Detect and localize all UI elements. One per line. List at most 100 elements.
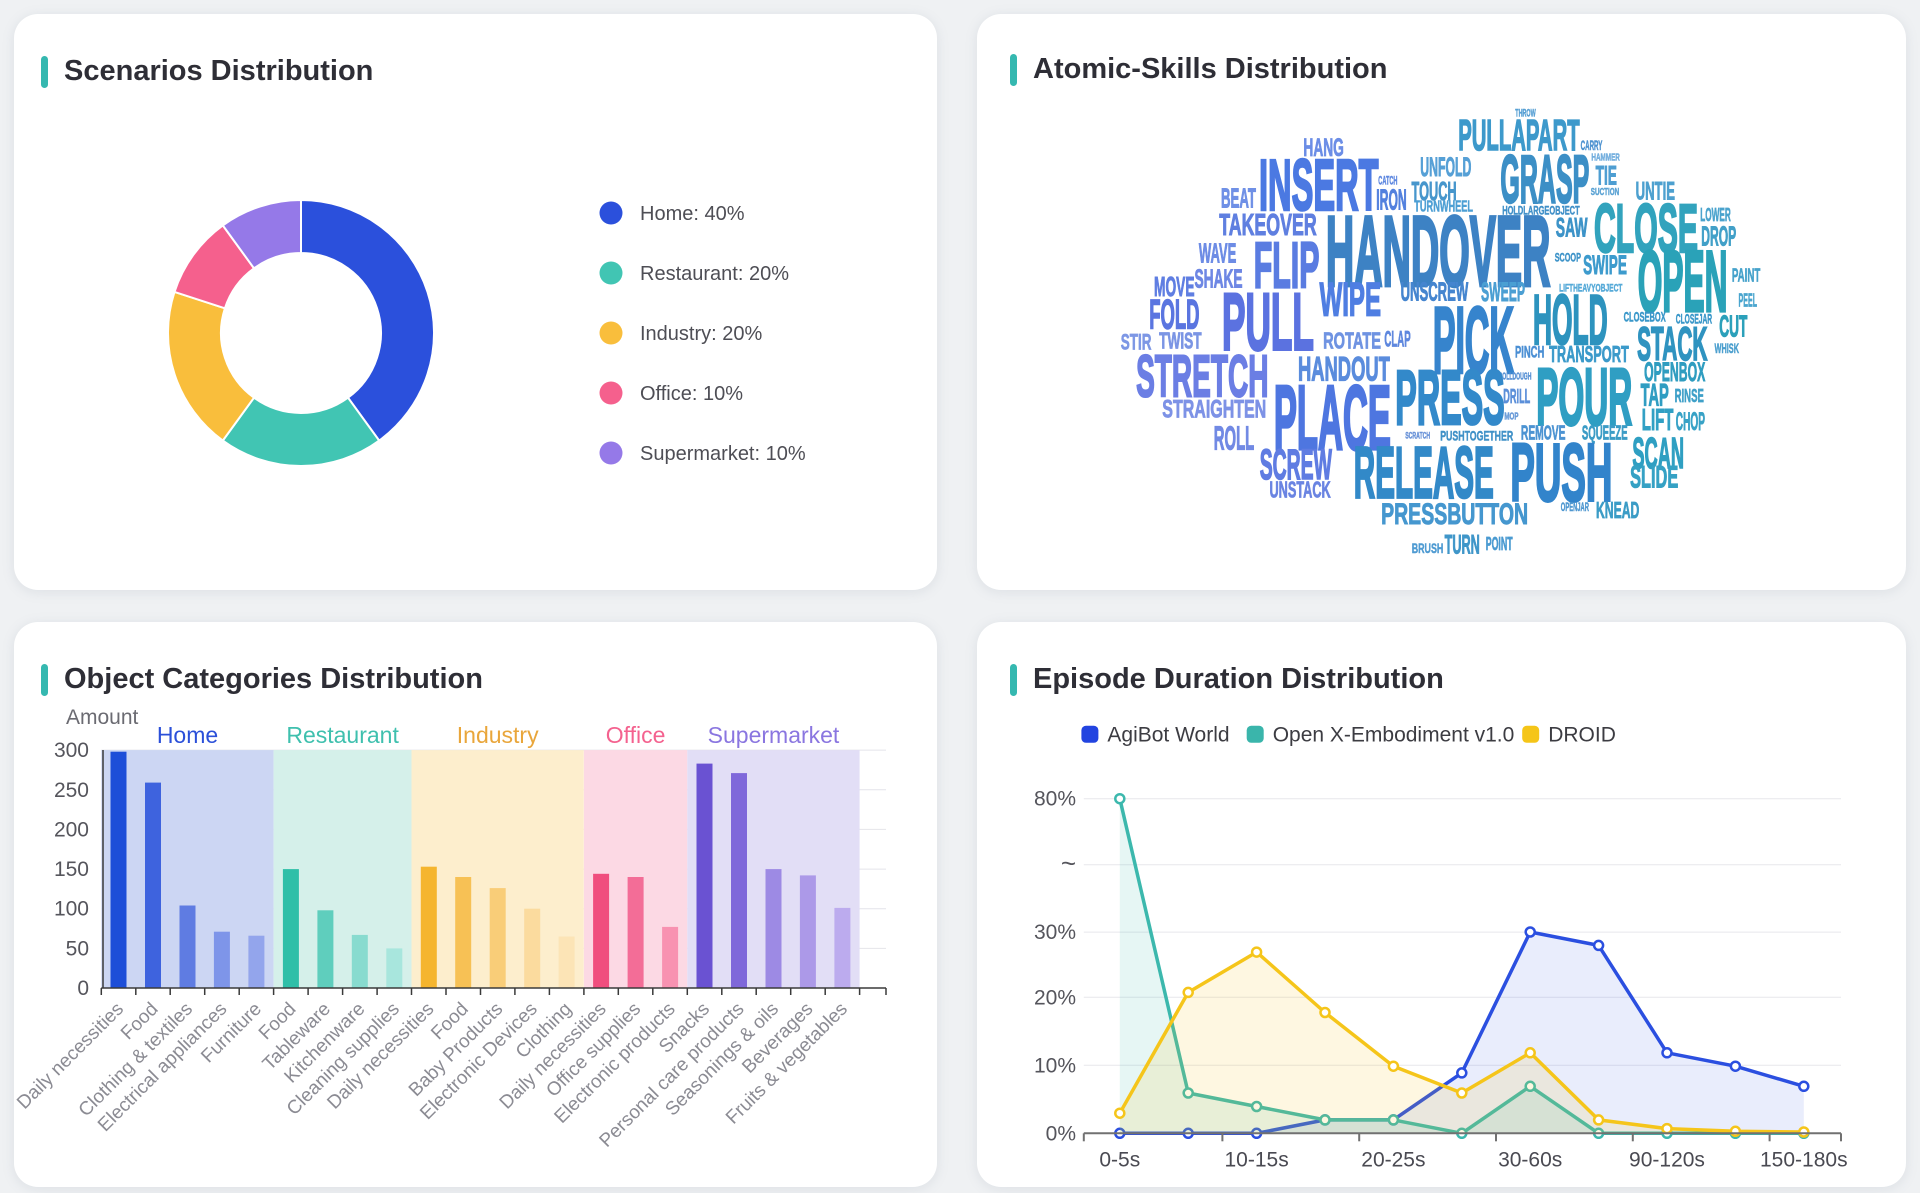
svg-text:FOLD: FOLD [1149,291,1199,338]
svg-text:250: 250 [54,779,89,802]
svg-text:HANDOVER: HANDOVER [1326,196,1551,306]
svg-text:TURNWHEEL: TURNWHEEL [1414,197,1473,215]
svg-text:300: 300 [54,739,89,762]
svg-text:0: 0 [77,977,89,1000]
svg-text:150-180s: 150-180s [1760,1148,1848,1171]
svg-text:GRASP: GRASP [1500,142,1589,218]
svg-text:CLOSE: CLOSE [1594,191,1698,267]
svg-text:OPENJAR: OPENJAR [1561,501,1589,514]
svg-text:UNFOLD: UNFOLD [1420,153,1471,183]
svg-text:CUT: CUT [1719,309,1748,342]
svg-text:INSERT: INSERT [1259,144,1379,225]
svg-text:WHISK: WHISK [1715,342,1740,357]
svg-text:SUCTION: SUCTION [1591,185,1619,197]
svg-text:AgiBot World: AgiBot World [1107,724,1229,747]
svg-text:TAP: TAP [1641,379,1669,414]
svg-text:Home: Home [157,722,218,748]
svg-text:TAKEOVER: TAKEOVER [1219,208,1316,242]
svg-text:STACK: STACK [1637,317,1707,370]
svg-text:PUSHTOGETHER: PUSHTOGETHER [1440,428,1513,444]
svg-text:PEEL: PEEL [1739,289,1758,310]
svg-text:PRESS: PRESS [1395,356,1504,441]
svg-text:MOVE: MOVE [1154,271,1195,303]
svg-text:Home: 40%: Home: 40% [640,203,745,225]
svg-text:TWIST: TWIST [1159,329,1202,355]
svg-text:50: 50 [66,937,89,960]
svg-text:Office: 10%: Office: 10% [640,383,743,405]
svg-text:KNEAD: KNEAD [1596,497,1639,523]
svg-text:ROLL: ROLL [1214,421,1254,457]
svg-text:SQUEEZE: SQUEEZE [1582,423,1628,445]
svg-text:10%: 10% [1034,1054,1076,1077]
svg-text:PULLAPART: PULLAPART [1458,111,1580,160]
svg-text:CARRY: CARRY [1581,140,1603,154]
svg-text:90-120s: 90-120s [1629,1148,1705,1171]
svg-text:200: 200 [54,818,89,841]
svg-text:PUSH: PUSH [1510,427,1612,519]
svg-text:STIR: STIR [1121,330,1152,354]
svg-text:POINT: POINT [1486,535,1513,555]
svg-text:POUR: POUR [1536,352,1632,442]
svg-text:STRETCH: STRETCH [1136,343,1268,409]
svg-text:100: 100 [54,898,89,921]
svg-text:20%: 20% [1034,986,1076,1009]
svg-text:MOP: MOP [1504,410,1518,422]
svg-text:DRILL: DRILL [1503,386,1530,408]
svg-text:STRAIGHTEN: STRAIGHTEN [1162,396,1266,423]
svg-text:WAVE: WAVE [1199,237,1236,269]
svg-text:SWEEP: SWEEP [1481,278,1525,308]
svg-text:UNSTACK: UNSTACK [1270,476,1331,502]
svg-text:0-5s: 0-5s [1099,1148,1140,1171]
svg-text:0%: 0% [1046,1122,1076,1145]
svg-text:FLIP: FLIP [1254,228,1320,301]
svg-text:Industry: Industry [457,722,539,748]
svg-text:BEAT: BEAT [1221,182,1256,214]
svg-text:BRUSH: BRUSH [1412,541,1444,557]
svg-text:OPENBOX: OPENBOX [1644,358,1705,388]
svg-text:PLACE: PLACE [1274,367,1391,469]
svg-text:WIPE: WIPE [1320,272,1381,325]
svg-text:PRESSBUTTON: PRESSBUTTON [1381,498,1528,531]
svg-text:Open X-Embodiment v1.0: Open X-Embodiment v1.0 [1273,724,1515,747]
svg-text:10-15s: 10-15s [1224,1148,1288,1171]
svg-text:SCRATCH: SCRATCH [1405,430,1430,441]
svg-text:ROLLDOUGH: ROLLDOUGH [1499,371,1532,382]
svg-text:Supermarket: 10%: Supermarket: 10% [640,443,806,465]
svg-text:HANDOUT: HANDOUT [1298,349,1390,388]
svg-text:TURN: TURN [1445,530,1480,559]
svg-text:30%: 30% [1034,921,1076,944]
svg-text:HOLD: HOLD [1533,281,1608,359]
svg-text:IRON: IRON [1376,184,1406,217]
svg-text:CATCH: CATCH [1378,173,1397,187]
svg-text:TRANSPORT: TRANSPORT [1549,341,1629,367]
svg-text:Restaurant: 20%: Restaurant: 20% [640,263,789,285]
svg-text:Office: Office [606,722,666,748]
svg-text:TIE: TIE [1596,161,1617,191]
svg-text:PINCH: PINCH [1515,343,1544,361]
svg-text:RINSE: RINSE [1675,387,1704,407]
svg-text:Industry: 20%: Industry: 20% [640,323,763,345]
svg-text:PICK: PICK [1433,288,1514,393]
svg-text:CHOP: CHOP [1676,409,1705,437]
svg-text:SWIPE: SWIPE [1583,251,1627,280]
svg-text:Amount: Amount [66,706,139,729]
svg-text:80%: 80% [1034,788,1076,811]
svg-text:Restaurant: Restaurant [286,722,399,748]
svg-text:THROW: THROW [1515,106,1536,119]
svg-text:OPEN: OPEN [1638,233,1728,330]
svg-text:LIFT: LIFT [1642,404,1674,438]
svg-text:UNSCREW: UNSCREW [1401,278,1469,307]
svg-text:DROP: DROP [1701,219,1736,251]
svg-text:PAINT: PAINT [1732,266,1760,286]
svg-text:SCOOP: SCOOP [1555,252,1581,265]
svg-text:SLIDE: SLIDE [1630,460,1678,495]
svg-text:CLAP: CLAP [1384,327,1410,352]
svg-text:HANG: HANG [1303,135,1343,162]
svg-text:HOLDLARGEOBJECT: HOLDLARGEOBJECT [1502,205,1580,218]
svg-text:20-25s: 20-25s [1361,1148,1425,1171]
svg-text:SCAN: SCAN [1632,430,1684,478]
svg-text:HAMMER: HAMMER [1591,151,1619,163]
svg-text:ROTATE: ROTATE [1323,328,1381,354]
svg-text:30-60s: 30-60s [1498,1148,1562,1171]
svg-text:CLOSEBOX: CLOSEBOX [1624,310,1667,325]
